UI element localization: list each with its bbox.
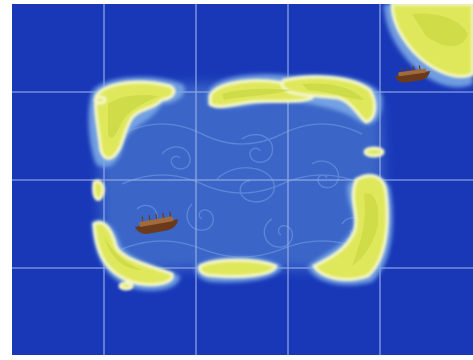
island-top-right <box>280 75 377 124</box>
islet <box>93 95 107 105</box>
boat-left <box>134 211 179 234</box>
islet <box>118 281 134 291</box>
boat-top-right <box>394 65 431 83</box>
island-left-lower <box>92 221 174 287</box>
islet <box>363 146 385 158</box>
island-texture <box>104 13 468 270</box>
island-bottom-middle <box>198 258 278 279</box>
island-left-middle <box>92 179 105 201</box>
rowboat-icon <box>394 65 431 83</box>
game-board <box>12 4 473 355</box>
rowboat-icon <box>134 211 179 234</box>
